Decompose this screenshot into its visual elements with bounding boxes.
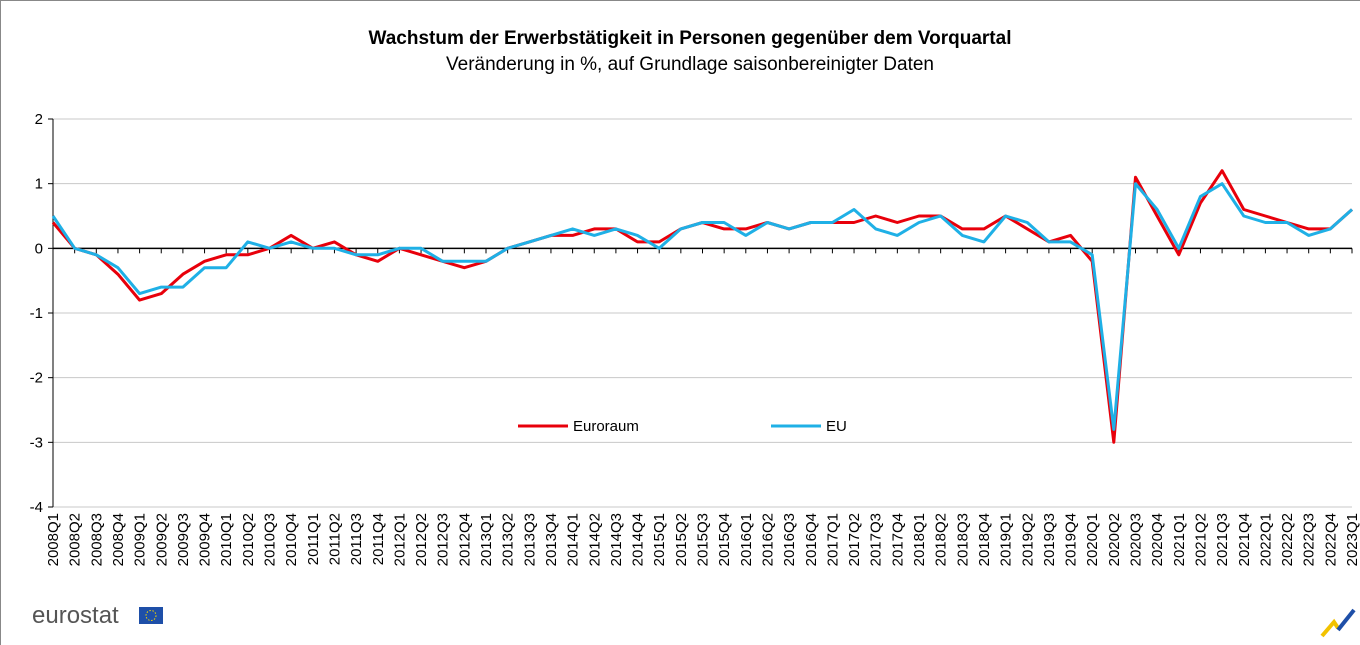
x-tick-label: 2011Q4 [370,513,387,565]
x-tick-label: 2014Q2 [586,513,603,566]
series-line [51,182,1353,431]
x-tick-label: 2019Q3 [1041,513,1058,566]
x-tick-label: 2014Q4 [630,513,647,566]
x-tick-label: 2020Q4 [1149,513,1166,566]
x-tick-label: 2015Q2 [673,513,690,566]
x-tick-label: 2010Q4 [283,513,300,566]
x-tick-label: 2021Q1 [1171,513,1188,566]
x-tick-label: 2015Q3 [695,513,712,566]
x-tick-label: 2010Q3 [262,513,279,566]
x-tick-label: 2012Q1 [391,513,408,566]
x-tick-label: 2008Q1 [45,513,62,566]
x-tick-label: 2017Q2 [846,513,863,566]
x-tick-label: 2014Q1 [565,513,582,566]
x-tick-label: 2008Q4 [110,513,127,566]
x-tick-label: 2013Q2 [500,513,517,566]
x-tick-label: 2018Q1 [911,513,928,566]
x-tick-label: 2009Q2 [153,513,170,566]
deco-icon [1320,618,1340,638]
x-tick-label: 2013Q4 [543,513,560,566]
x-tick-label: 2015Q1 [651,513,668,566]
y-tick-label: 2 [35,111,43,128]
y-tick-label: -1 [30,305,43,322]
x-tick-label: 2020Q1 [1084,513,1101,566]
x-tick-label: 2016Q1 [738,513,755,566]
chart-title: Wachstum der Erwerbstätigkeit in Persone… [369,28,1012,49]
x-tick-label: 2019Q4 [1063,513,1080,566]
x-tick-label: 2022Q4 [1322,513,1339,566]
x-tick-label: 2022Q3 [1301,513,1318,566]
x-tick-label: 2012Q4 [456,513,473,566]
x-tick-label: 2009Q3 [175,513,192,566]
x-tick-label: 2011Q1 [305,513,322,565]
x-tick-label: 2019Q1 [998,513,1015,566]
x-tick-label: 2018Q4 [976,513,993,566]
x-tick-label: 2018Q2 [933,513,950,566]
x-tick-label: 2019Q2 [1019,513,1036,566]
x-tick-label: 2012Q3 [435,513,452,566]
x-tick-label: 2013Q3 [521,513,538,566]
legend-label: EU [826,418,847,435]
x-tick-label: 2017Q4 [889,513,906,566]
x-tick-label: 2009Q4 [197,513,214,566]
x-tick-label: 2016Q2 [759,513,776,566]
x-tick-label: 2014Q3 [608,513,625,566]
x-tick-label: 2020Q3 [1128,513,1145,566]
x-tick-label: 2021Q3 [1214,513,1231,566]
logo-text: eurostat [32,602,119,629]
x-tick-label: 2010Q1 [218,513,235,566]
x-tick-label: 2017Q1 [824,513,841,566]
y-tick-label: -2 [30,370,43,387]
x-tick-label: 2008Q2 [67,513,84,566]
deco-icon [1336,608,1356,632]
x-tick-label: 2023Q1 [1344,513,1360,566]
x-tick-label: 2009Q1 [132,513,149,566]
x-tick-label: 2018Q3 [954,513,971,566]
eu-flag [139,607,163,624]
x-tick-label: 2021Q4 [1236,513,1253,566]
x-tick-label: 2010Q2 [240,513,257,566]
y-tick-label: -3 [30,434,43,451]
x-tick-label: 2022Q1 [1257,513,1274,566]
x-tick-label: 2008Q3 [88,513,105,566]
x-tick-label: 2015Q4 [716,513,733,566]
x-tick-label: 2021Q2 [1192,513,1209,566]
eu-stars [145,610,157,621]
y-tick-label: 0 [35,240,43,257]
chart-subtitle: Veränderung in %, auf Grundlage saisonbe… [446,54,934,75]
x-tick-label: 2020Q2 [1106,513,1123,566]
y-tick-label: 1 [35,176,43,193]
x-tick-label: 2017Q3 [868,513,885,566]
x-tick-label: 2011Q3 [348,513,365,565]
y-tick-label: -4 [30,499,43,516]
x-tick-label: 2016Q3 [781,513,798,566]
x-tick-label: 2022Q2 [1279,513,1296,566]
x-tick-label: 2011Q2 [326,513,343,565]
legend-label: Euroraum [573,418,639,435]
x-tick-label: 2016Q4 [803,513,820,566]
x-tick-label: 2012Q2 [413,513,430,566]
x-tick-label: 2013Q1 [478,513,495,566]
